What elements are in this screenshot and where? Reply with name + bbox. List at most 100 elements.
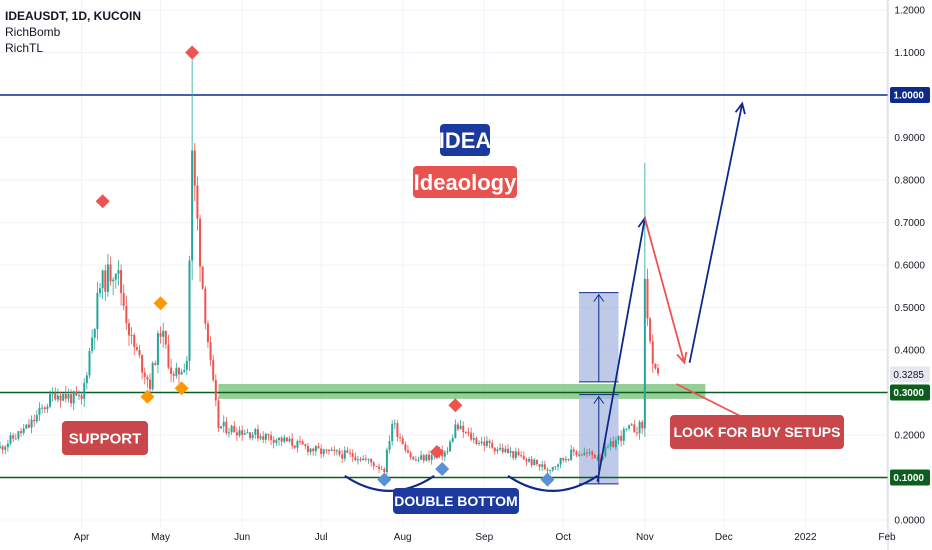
candle-body xyxy=(335,450,338,452)
y-tick-label: 0.5000 xyxy=(894,303,925,314)
candle-body xyxy=(233,425,236,433)
candle-body xyxy=(114,274,117,280)
candle-body xyxy=(172,373,175,376)
x-tick-label: Sep xyxy=(475,532,493,543)
candle-body xyxy=(314,446,317,452)
candle-body xyxy=(420,455,423,460)
candle-body xyxy=(0,446,1,448)
candle-body xyxy=(372,462,375,467)
candle-body xyxy=(293,445,296,448)
candle-body xyxy=(483,441,486,446)
candle-body xyxy=(296,441,299,448)
candle-body xyxy=(454,424,457,438)
candle-body xyxy=(312,448,315,452)
candle-body xyxy=(564,459,567,461)
candle-body xyxy=(267,433,270,436)
candle-body xyxy=(488,440,491,443)
y-tick-label: 0.9000 xyxy=(894,133,925,144)
y-tick-label: 0.6000 xyxy=(894,261,925,272)
candle-body xyxy=(430,455,433,460)
candle-body xyxy=(156,333,159,365)
indicator-richtl[interactable]: RichTL xyxy=(5,41,44,55)
signal-diamond xyxy=(429,445,444,459)
candle-body xyxy=(472,438,475,440)
candle-body xyxy=(322,449,325,455)
support-zone xyxy=(218,384,706,399)
candle-body xyxy=(459,425,462,430)
candle-body xyxy=(151,363,154,390)
candle-body xyxy=(351,453,354,457)
candle-body xyxy=(72,391,75,404)
candle-body xyxy=(409,452,412,458)
candle-body xyxy=(467,432,470,434)
candle-body xyxy=(609,441,612,447)
candle-body xyxy=(227,432,230,434)
buy-setups-label: LOOK FOR BUY SETUPS xyxy=(674,424,841,440)
candle-body xyxy=(167,344,170,368)
candle-body xyxy=(283,437,286,442)
support-label: SUPPORT xyxy=(69,430,142,447)
candle-body xyxy=(180,371,183,375)
signal-diamond xyxy=(174,381,189,396)
candle-body xyxy=(164,330,167,345)
candle-body xyxy=(380,468,383,470)
candle-body xyxy=(525,459,528,462)
symbol-title[interactable]: IDEAUSDT, 1D, KUCOIN xyxy=(5,9,142,23)
candle-body xyxy=(378,466,381,469)
candle-body xyxy=(364,458,367,460)
candle-body xyxy=(320,448,323,455)
candle-body xyxy=(543,464,546,470)
candle-body xyxy=(122,293,125,307)
axes-layer: 0.0000 0.1000 0.2000 0.3000 0.4000 0.5000 0.60… xyxy=(74,0,932,550)
candle-body xyxy=(4,446,7,450)
candle-body xyxy=(35,414,38,422)
candle-body xyxy=(70,394,73,404)
candle-body xyxy=(112,279,115,282)
candle-body xyxy=(54,393,57,400)
double-bottom-label-box xyxy=(393,488,519,514)
candle-body xyxy=(254,429,257,435)
candle-body xyxy=(33,419,36,422)
candle-body xyxy=(154,363,157,365)
candle-body xyxy=(288,438,291,442)
x-tick-label: Feb xyxy=(878,532,896,543)
indicator-richbomb[interactable]: RichBomb xyxy=(5,25,61,39)
candle-body xyxy=(388,441,391,450)
candle-body xyxy=(1,446,4,450)
candle-body xyxy=(22,428,25,433)
candle-body xyxy=(17,431,20,439)
x-tick-label: Apr xyxy=(74,532,90,543)
double-bottom-arc xyxy=(344,474,435,492)
candle-body xyxy=(538,464,541,467)
candle-body xyxy=(346,450,349,453)
candle-body xyxy=(138,349,141,356)
candle-body xyxy=(349,452,352,454)
candle-body xyxy=(383,468,386,473)
measure-box-layer xyxy=(579,292,619,485)
candle-body xyxy=(556,464,559,467)
candle-body xyxy=(270,435,273,440)
buy-setups-label-box xyxy=(670,415,844,449)
candle-body xyxy=(249,432,252,438)
candle-body xyxy=(585,452,588,454)
candle-body xyxy=(509,451,512,453)
candle-body xyxy=(75,391,78,396)
candle-body xyxy=(204,288,207,324)
candle-body xyxy=(285,437,288,442)
support-label-box xyxy=(62,421,148,455)
candle-body xyxy=(49,393,52,407)
x-tick-label: Aug xyxy=(394,532,412,543)
candle-body xyxy=(96,292,99,330)
candle-body xyxy=(275,440,278,443)
y-tick-label: 0.8000 xyxy=(894,176,925,187)
candle-body xyxy=(593,454,596,459)
candle-body xyxy=(83,383,86,399)
candle-body xyxy=(554,466,557,468)
candle-body xyxy=(133,334,136,348)
candle-body xyxy=(401,438,404,445)
candle-body xyxy=(622,429,625,441)
candle-body xyxy=(501,447,504,453)
candle-body xyxy=(607,446,610,448)
candle-body xyxy=(580,454,583,456)
